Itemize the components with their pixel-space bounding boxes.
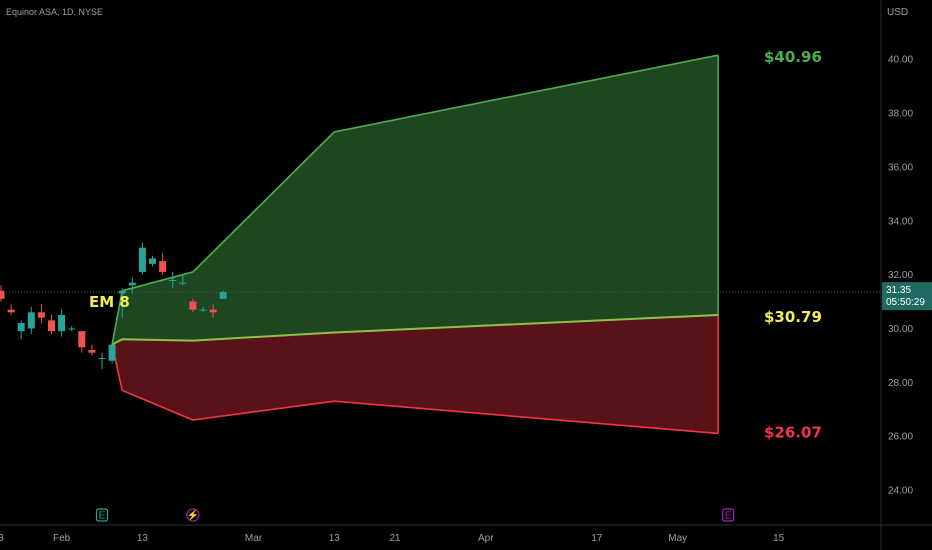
- price-tick-label: 26.00: [888, 432, 913, 443]
- candle: [27, 306, 35, 334]
- candle-body: [159, 261, 167, 272]
- event-label: E: [725, 511, 732, 522]
- candle: [0, 285, 5, 302]
- price-tick-label: 38.00: [888, 109, 913, 120]
- candle: [88, 344, 96, 356]
- currency-label: USD: [887, 7, 908, 18]
- candle: [108, 344, 116, 364]
- event-label: E: [99, 511, 106, 522]
- price-tick-label: 32.00: [888, 270, 913, 281]
- candle-body: [199, 309, 207, 311]
- candle-body: [48, 320, 55, 332]
- candle: [48, 315, 55, 334]
- candle: [7, 304, 15, 315]
- candle-body: [149, 258, 156, 264]
- price-tick-label: 28.00: [888, 378, 913, 389]
- time-tick-label: 13: [329, 533, 341, 544]
- chart-title: Equinor ASA, 1D, NYSE: [6, 7, 103, 17]
- event-label: ⚡: [187, 509, 199, 522]
- event-badge: [186, 508, 200, 522]
- candle-body: [128, 282, 136, 286]
- candle: [78, 331, 86, 353]
- future_earnings-event-icon[interactable]: E: [722, 508, 735, 522]
- mid-band-line: [111, 314, 719, 346]
- candle-body: [169, 280, 177, 281]
- candle: [149, 255, 156, 267]
- lower-band-label: $26.07: [764, 423, 822, 441]
- time-tick-label: 13: [137, 533, 149, 544]
- candle-body: [98, 358, 106, 360]
- event-badge: [722, 508, 735, 522]
- expected-move-bands: [111, 54, 719, 435]
- candle-body: [179, 282, 187, 284]
- candle: [68, 325, 76, 332]
- candle: [17, 320, 25, 340]
- mid-band-label: $30.79: [764, 308, 822, 326]
- event-markers: E ⚡ E: [95, 508, 735, 522]
- lower-band-area: [112, 315, 719, 434]
- time-tick-label: 3: [0, 533, 4, 544]
- upper-band-line: [111, 54, 719, 345]
- upper-band-area: [112, 55, 719, 345]
- candle: [128, 277, 136, 294]
- time-tick-label: Apr: [478, 533, 494, 544]
- current-price-tag: 31.35 05:50:29: [882, 282, 932, 311]
- time-tick-label: Mar: [245, 533, 263, 544]
- candle-body: [118, 290, 126, 294]
- candle-body: [189, 301, 197, 310]
- time-tick-label: May: [668, 533, 687, 544]
- candle-body: [78, 331, 86, 348]
- time-tick-label: 17: [591, 533, 603, 544]
- candle: [118, 288, 126, 318]
- candle-body: [108, 344, 116, 361]
- lower-band-line: [111, 344, 719, 435]
- em-label: EM 8: [89, 293, 130, 311]
- candle: [98, 352, 106, 369]
- earnings-event-icon[interactable]: E: [95, 508, 109, 522]
- candle: [189, 298, 197, 313]
- time-axis[interactable]: 3 Feb 13 Mar 13 21 Apr 17 May 15: [0, 533, 785, 544]
- candle-body: [88, 350, 96, 353]
- candle-body: [17, 323, 25, 332]
- price-tick-label: 34.00: [888, 216, 913, 227]
- candle: [169, 271, 177, 289]
- candle-body: [58, 315, 66, 332]
- candle: [37, 304, 45, 324]
- price-tag-value: 31.35: [886, 285, 911, 296]
- candle-body: [7, 309, 15, 313]
- candle: [179, 274, 187, 286]
- candle: [159, 253, 167, 275]
- candle-body: [27, 312, 35, 329]
- price-axis[interactable]: 24.00 26.00 28.00 30.00 32.00 34.00 36.00 38.00…: [888, 55, 913, 497]
- price-tick-label: 24.00: [888, 486, 913, 497]
- candle-body: [209, 309, 217, 313]
- upper-band-label: $40.96: [764, 48, 822, 66]
- price-tick-label: 30.00: [888, 324, 913, 335]
- price-tick-label: 36.00: [888, 162, 913, 173]
- dividend-event-icon[interactable]: ⚡: [186, 508, 200, 522]
- candle-body: [219, 292, 227, 299]
- candle: [138, 242, 146, 275]
- candle-body: [0, 290, 5, 299]
- candle: [209, 304, 217, 318]
- price-tag-background: [882, 282, 932, 311]
- candlestick-series: [0, 242, 227, 369]
- time-tick-label: Feb: [53, 533, 71, 544]
- time-tick-label: 21: [389, 533, 401, 544]
- price-tag-countdown: 05:50:29: [886, 297, 925, 308]
- candle: [58, 309, 66, 337]
- candle: [199, 306, 207, 313]
- price-tick-label: 40.00: [888, 55, 913, 66]
- candle: [219, 290, 227, 299]
- event-badge: [95, 508, 109, 522]
- candle-body: [68, 328, 76, 330]
- candle-body: [37, 312, 45, 318]
- candle-body: [138, 247, 146, 272]
- time-tick-label: 15: [773, 533, 785, 544]
